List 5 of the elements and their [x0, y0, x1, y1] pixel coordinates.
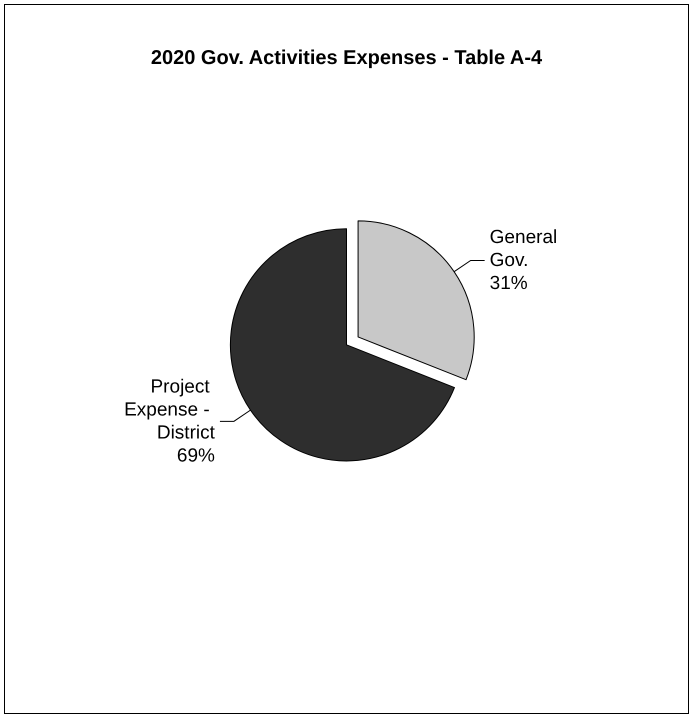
data-label: 69%	[176, 445, 216, 466]
data-label: 31%	[490, 272, 528, 294]
slice-label: Project Expense - District	[124, 376, 216, 444]
slice-label: General Gov.	[490, 226, 563, 271]
chart-title: 2020 Gov. Activities Expenses - Table A-4	[150, 47, 544, 69]
